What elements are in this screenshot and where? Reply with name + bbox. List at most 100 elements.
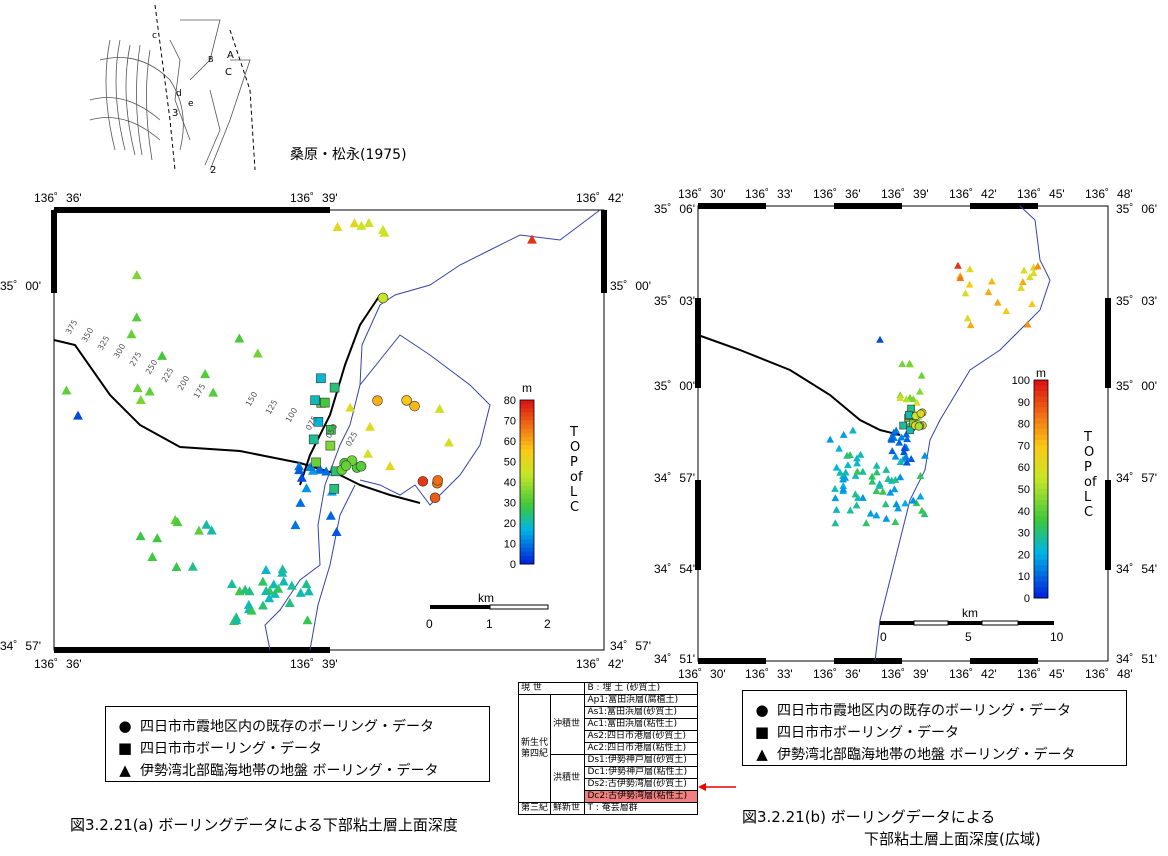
map-a-top-tick: 136゜36' [34, 191, 82, 205]
strat-row: Ds2:古伊勢湾層(砂質土) [584, 778, 698, 791]
map-a-bottom-tick: 136゜39' [290, 657, 338, 671]
colorbar-segment [1034, 390, 1048, 397]
borehole-marker [895, 438, 904, 446]
borehole-marker [872, 486, 881, 494]
strat-row: Ds1:伊勢神戸層(砂質土) [584, 754, 698, 767]
borehole-marker [294, 465, 305, 475]
borehole-marker [843, 451, 851, 459]
borehole-marker [831, 484, 839, 492]
colorbar-tick: 10 [504, 539, 516, 551]
colorbar-segment [1034, 521, 1048, 528]
inset-label-c2: c [152, 31, 157, 41]
highlight-arrow-icon [698, 783, 736, 791]
colorbar-segment [1034, 554, 1048, 561]
borehole-marker [914, 422, 923, 431]
colorbar-segment [1034, 532, 1048, 539]
borehole-marker [231, 615, 242, 625]
colorbar-segment [1034, 510, 1048, 517]
colorbar-segment [520, 559, 534, 565]
borehole-marker [826, 435, 835, 443]
borehole-marker [966, 321, 975, 329]
borehole-marker [73, 410, 83, 420]
strat-row: Ac2:四日市港層(粘性土) [584, 742, 698, 755]
borehole-marker [171, 561, 182, 571]
caption-b-line2: 下部粘土層上面深度(広域) [864, 830, 1041, 848]
borehole-marker [252, 348, 263, 358]
borehole-marker [866, 509, 875, 517]
borehole-marker [888, 432, 896, 440]
colorbar-tick: 40 [504, 477, 516, 489]
map-b-scalebar-unit: km [962, 606, 978, 620]
square-icon: ■ [117, 739, 133, 757]
colorbar-segment [520, 453, 534, 458]
borehole-marker [907, 404, 915, 413]
colorbar-segment [1034, 576, 1048, 583]
colorbar-segment [520, 490, 534, 495]
colorbar-segment [1034, 548, 1048, 555]
map-b-top-tick: 136゜36' [813, 187, 861, 201]
map-b-bottom-tick: 136゜42' [949, 667, 997, 681]
legend-label: 四日市市ボーリング・データ [140, 741, 322, 757]
legend-b: ● 四日市市霞地区内の既存のボーリング・データ ■ 四日市市ボーリング・データ ▲ 伊… [742, 690, 1127, 766]
colorbar-tick: 10 [1018, 571, 1030, 583]
colorbar-tick: 30 [1018, 528, 1030, 540]
borehole-marker [340, 460, 352, 471]
borehole-marker [835, 444, 843, 452]
borehole-marker [886, 488, 895, 496]
inset-credit: 桑原・松永(1975) [290, 147, 407, 163]
borehole-marker [839, 485, 848, 493]
borehole-marker [208, 387, 219, 397]
map-b-scalebar-tick: 5 [965, 630, 972, 644]
borehole-marker [905, 359, 914, 367]
strat-row-highlight: Dc2:古伊勢湾層(粘性土) [584, 790, 698, 803]
map-a-colorbar: 80 70 60 50 40 30 20 10 0 [504, 395, 535, 571]
borehole-marker [892, 426, 901, 434]
borehole-marker [906, 426, 914, 435]
borehole-marker [882, 514, 891, 522]
borehole-marker [365, 421, 376, 431]
map-a-contour-line [53, 339, 421, 504]
colorbar-segment [1034, 429, 1048, 435]
borehole-marker [868, 477, 877, 485]
colorbar-segment [520, 432, 534, 438]
borehole-marker [295, 587, 306, 597]
colorbar-tick: 80 [1018, 419, 1030, 431]
borehole-marker [907, 454, 916, 462]
borehole-marker [1017, 283, 1025, 291]
borehole-marker [240, 584, 251, 594]
map-b-bottom-tick: 136゜39' [881, 667, 929, 681]
colorbar-segment [520, 510, 534, 516]
borehole-marker [362, 448, 373, 458]
colorbar-segment [520, 477, 534, 483]
colorbar-segment [520, 465, 534, 471]
triangle-icon: ▲ [119, 761, 131, 779]
colorbar-segment [520, 498, 534, 503]
map-b-coastline [874, 205, 1051, 662]
borehole-marker [882, 465, 891, 473]
map-a-left-tick: 35゜00' [0, 279, 41, 293]
borehole-marker [147, 552, 158, 562]
map-b-right-tick: 35゜06' [1116, 202, 1157, 216]
inset-map: c A B C d e 3 2 [80, 0, 280, 180]
colorbar-segment [520, 457, 534, 462]
borehole-marker [269, 588, 280, 598]
borehole-marker [132, 383, 143, 393]
map-b-border-bar [1105, 298, 1111, 388]
borehole-marker [898, 360, 907, 368]
borehole-marker [273, 583, 284, 593]
colorbar-segment [1034, 570, 1048, 577]
colorbar-segment [520, 551, 534, 557]
circle-icon: ● [755, 701, 769, 719]
map-b: 136゜30' 136゜33' 136゜36' 136゜39' 136゜42' … [640, 180, 1168, 681]
colorbar-segment [520, 436, 534, 442]
borehole-marker [331, 527, 342, 537]
colorbar-tick: 60 [504, 436, 516, 448]
borehole-marker [891, 452, 900, 460]
borehole-marker [1020, 266, 1028, 274]
map-b-top-tick: 136゜48' [1085, 187, 1133, 201]
colorbar-tick: 50 [504, 457, 516, 469]
borehole-marker [527, 234, 537, 244]
borehole-marker [1028, 300, 1036, 308]
borehole-marker [226, 579, 237, 589]
